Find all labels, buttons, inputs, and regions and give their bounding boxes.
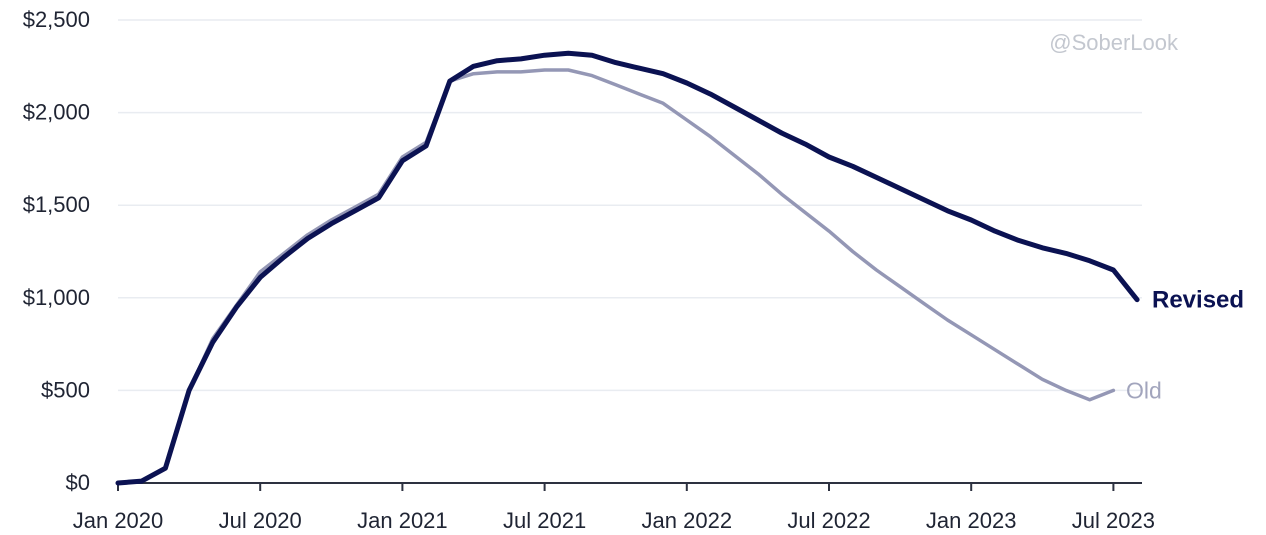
x-tick-label: Jul 2023 bbox=[1072, 508, 1155, 533]
x-tick-label: Jan 2022 bbox=[642, 508, 733, 533]
x-tick-label: Jul 2022 bbox=[787, 508, 870, 533]
y-tick-label: $1,500 bbox=[23, 192, 90, 217]
series-end-labels: Old Revised bbox=[1126, 287, 1244, 404]
series-line-old bbox=[116, 68, 1116, 485]
y-tick-label: $2,500 bbox=[23, 7, 90, 32]
series-lines bbox=[115, 50, 1140, 486]
y-tick-label: $0 bbox=[66, 470, 90, 495]
x-tick-label: Jan 2023 bbox=[926, 508, 1017, 533]
y-tick-label: $500 bbox=[41, 377, 90, 402]
watermark-text: @SoberLook bbox=[1049, 30, 1179, 55]
series-label-old: Old bbox=[1126, 377, 1162, 403]
y-axis-tick-labels: $0 $500 $1,000 $1,500 $2,000 $2,500 bbox=[23, 7, 90, 495]
gridlines bbox=[118, 19, 1142, 392]
y-tick-label: $2,000 bbox=[23, 100, 90, 125]
x-tick-label: Jul 2021 bbox=[503, 508, 586, 533]
x-axis-tick-labels: Jan 2020 Jul 2020 Jan 2021 Jul 2021 Jan 2022… bbox=[73, 483, 1155, 533]
x-tick-label: Jan 2021 bbox=[357, 508, 448, 533]
series-line-revised bbox=[115, 50, 1140, 486]
x-tick-label: Jul 2020 bbox=[219, 508, 302, 533]
x-tick-label: Jan 2020 bbox=[73, 508, 164, 533]
series-label-revised: Revised bbox=[1152, 287, 1244, 314]
y-tick-label: $1,000 bbox=[23, 285, 90, 310]
